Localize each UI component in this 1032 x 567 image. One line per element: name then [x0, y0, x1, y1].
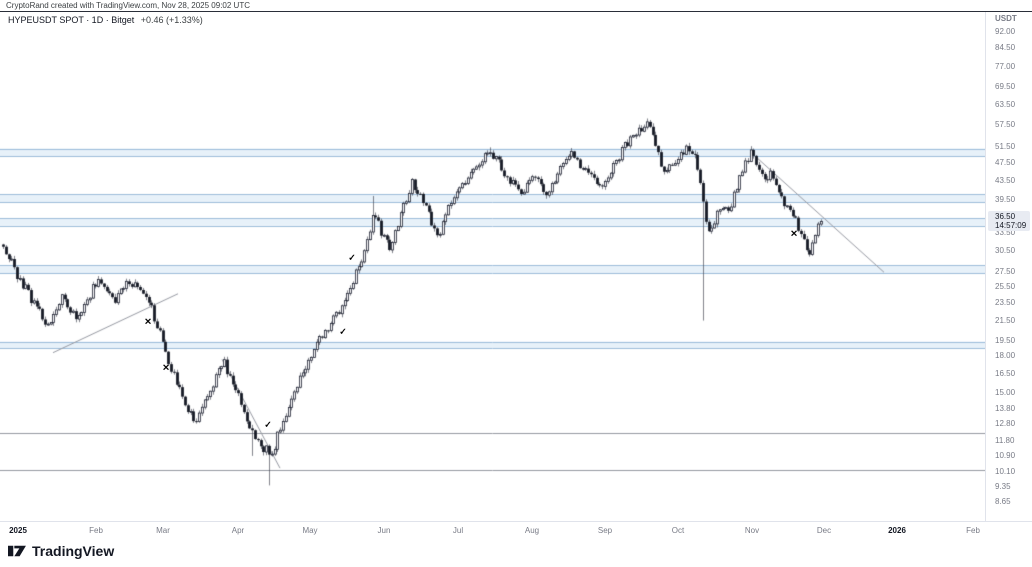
x-mark-annotation[interactable]: ✕: [144, 316, 152, 327]
check-mark-annotation[interactable]: ✓: [339, 326, 347, 337]
price-axis-label: 16.50: [995, 368, 1016, 378]
time-axis-label: Feb: [89, 526, 103, 535]
price-axis-label: 92.00: [995, 26, 1016, 36]
tradingview-logo-icon: [8, 545, 26, 557]
price-axis-label: 10.10: [995, 466, 1016, 476]
price-axis-label: 84.50: [995, 43, 1016, 53]
price-axis-label: 39.50: [995, 194, 1016, 204]
price-axis-label: 69.50: [995, 82, 1016, 92]
price-axis-label: 27.50: [995, 267, 1016, 277]
price-axis-label: 25.50: [995, 282, 1016, 292]
price-axis-label: 51.50: [995, 142, 1016, 152]
time-axis-label: Jun: [377, 526, 391, 535]
price-axis-label: 18.00: [995, 351, 1016, 361]
price-axis[interactable]: USDT 36.50 14:57:09 92.00 84.50 77.00 69.50…: [985, 12, 1032, 521]
time-axis-label: 2025: [9, 526, 27, 535]
price-change: +0.46 (+1.33%): [140, 15, 203, 25]
current-price-label[interactable]: 36.50 14:57:09: [988, 211, 1030, 232]
time-axis-label: Dec: [816, 526, 832, 535]
price-axis-label: 19.50: [995, 335, 1016, 345]
check-mark-annotation[interactable]: ✓: [264, 419, 272, 430]
symbol-title: HYPEUSDT SPOT · 1D · Bitget: [8, 15, 135, 25]
price-axis-label: 15.00: [995, 387, 1016, 397]
check-mark-annotation[interactable]: ✓: [348, 252, 356, 263]
time-axis[interactable]: 2025 Feb Mar Apr May Jun Jul Aug Sep Oct Nov Dec 202…: [0, 521, 1032, 539]
price-axis-label: 9.35: [995, 481, 1011, 491]
price-axis-label: 47.50: [995, 158, 1016, 168]
bar-close-countdown: 14:57:09: [995, 221, 1027, 231]
price-axis-label: 11.80: [995, 435, 1015, 445]
symbol-header: HYPEUSDT SPOT · 1D · Bitget +0.46 (+1.33…: [8, 15, 203, 25]
price-axis-label: 77.00: [995, 61, 1016, 71]
price-axis-label: 13.80: [995, 404, 1016, 414]
price-axis-label: 33.50: [995, 227, 1016, 237]
current-price-value: 36.50: [995, 212, 1016, 222]
time-axis-label: Oct: [671, 526, 685, 535]
time-axis-label: 2026: [888, 526, 906, 535]
attribution-text: CryptoRand created with TradingView.com,…: [0, 0, 1032, 12]
time-axis-label: Nov: [744, 526, 760, 535]
price-axis-unit: USDT: [995, 14, 1017, 23]
time-axis-label: Aug: [524, 526, 540, 535]
time-axis-label: Feb: [966, 526, 980, 535]
time-axis-label: Jul: [452, 526, 464, 535]
price-axis-label: 57.50: [995, 120, 1016, 130]
time-axis-label: Mar: [156, 526, 170, 535]
x-mark-annotation[interactable]: ✕: [162, 362, 170, 373]
price-axis-label: 30.50: [995, 246, 1016, 256]
x-mark-annotation[interactable]: ✕: [790, 228, 798, 239]
price-axis-label: 43.50: [995, 175, 1016, 185]
price-axis-label: 63.50: [995, 100, 1016, 110]
price-axis-label: 8.65: [995, 497, 1011, 507]
price-axis-label: 12.80: [995, 419, 1016, 429]
price-axis-label: 23.50: [995, 298, 1016, 308]
time-axis-label: May: [302, 526, 318, 535]
price-axis-label: 10.90: [995, 451, 1016, 461]
time-axis-label: Apr: [231, 526, 245, 535]
tradingview-logo-text: TradingView: [32, 543, 115, 559]
price-axis-label: 21.50: [995, 316, 1016, 326]
tradingview-logo[interactable]: TradingView: [8, 541, 114, 561]
time-axis-label: Sep: [597, 526, 613, 535]
